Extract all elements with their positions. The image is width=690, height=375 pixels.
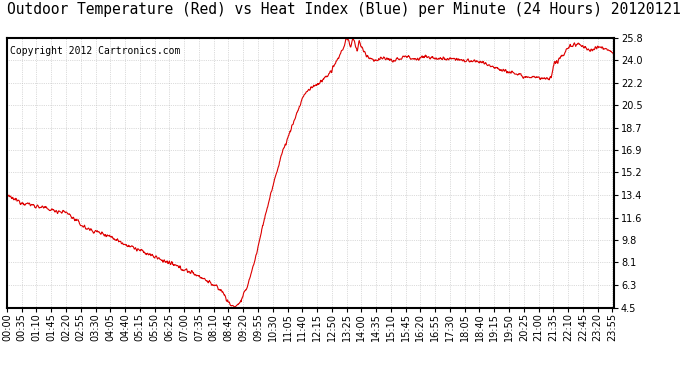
- Text: Copyright 2012 Cartronics.com: Copyright 2012 Cartronics.com: [10, 46, 180, 56]
- Text: Outdoor Temperature (Red) vs Heat Index (Blue) per Minute (24 Hours) 20120121: Outdoor Temperature (Red) vs Heat Index …: [7, 2, 680, 17]
